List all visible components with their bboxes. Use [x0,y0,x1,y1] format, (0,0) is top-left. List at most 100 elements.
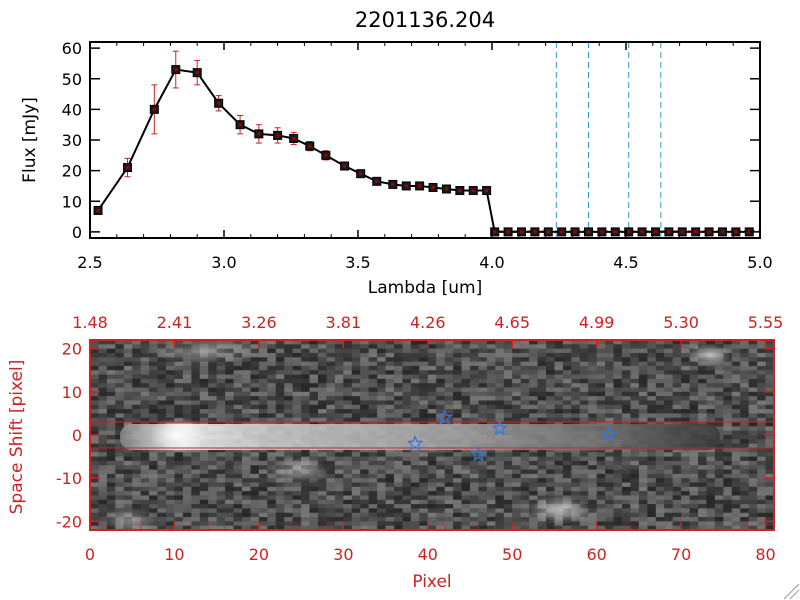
noise-cell [166,465,175,471]
noise-cell [470,391,479,397]
noise-cell [225,365,235,371]
noise-cell [216,409,226,414]
noise-cell [638,486,648,492]
noise-cell [579,469,589,475]
noise-cell [318,447,327,453]
noise-cell [208,456,218,462]
noise-cell [672,340,682,345]
noise-cell [689,525,699,530]
noise-cell [419,482,429,488]
noise-cell [419,469,429,475]
noise-cell [698,452,707,458]
noise-cell [630,521,640,527]
noise-cell [309,486,319,492]
noise-cell [208,499,218,505]
noise-cell [368,508,378,514]
noise-cell [470,378,479,384]
noise-cell [98,499,108,505]
noise-cell [394,447,403,453]
noise-cell [630,517,640,522]
noise-cell [748,478,758,483]
noise-cell [233,508,243,514]
noise-cell [191,447,201,453]
noise-cell [140,391,150,397]
noise-cell [731,478,741,483]
noise-cell [343,370,353,376]
noise-cell [655,370,665,376]
noise-cell [537,452,547,458]
noise-cell [292,504,302,509]
noise-cell [242,482,251,488]
noise-cell [275,482,285,488]
noise-cell [318,417,327,423]
noise-cell [292,391,302,397]
noise-cell [647,447,657,453]
noise-cell [436,404,446,410]
noise-cell [360,404,370,410]
noise-cell [334,469,344,475]
noise-cell [419,508,429,514]
noise-cell [275,417,285,423]
noise-cell [419,465,429,471]
noise-cell [106,452,116,458]
noise-cell [157,374,167,380]
noise-cell [208,361,218,367]
noise-cell [571,525,581,530]
noise-cell [301,486,311,492]
noise-cell [427,473,437,479]
noise-cell [394,486,403,492]
noise-cell [208,452,218,458]
noise-cell [351,413,361,419]
noise-cell [630,491,640,496]
noise-cell [250,465,260,471]
noise-cell [90,465,99,471]
noise-cell [385,504,395,509]
noise-cell [503,465,513,471]
noise-cell [106,378,116,384]
noise-cell [571,396,581,401]
noise-cell [478,491,488,496]
noise-cell [377,482,387,488]
noise-cell [706,417,716,423]
noise-cell [571,340,581,345]
noise-cell [579,460,589,466]
noise-cell [436,365,446,371]
noise-cell [453,391,463,397]
noise-cell [267,340,277,345]
noise-cell [275,352,285,358]
noise-cell [377,495,387,501]
wavelength-tick-label: 1.48 [72,313,108,332]
noise-cell [191,374,201,380]
noise-cell [478,473,488,479]
noise-cell [731,417,741,423]
noise-cell [132,417,142,423]
noise-cell [605,404,615,410]
noise-cell [267,491,277,496]
noise-cell [166,473,175,479]
noise-cell [351,417,361,423]
noise-cell [562,348,572,354]
noise-cell [326,504,336,509]
noise-cell [199,447,209,453]
noise-cell [106,465,116,471]
noise-cell [444,521,454,527]
noise-cell [436,452,446,458]
noise-cell [149,469,159,475]
noise-cell [326,357,336,363]
noise-cell [470,357,479,363]
noise-cell [622,340,631,345]
noise-cell [149,365,159,371]
noise-cell [360,508,370,514]
noise-cell [554,473,564,479]
noise-cell [318,478,327,483]
noise-cell [740,447,750,453]
noise-cell [123,469,133,475]
noise-cell [402,378,412,384]
noise-cell [292,357,302,363]
noise-cell [681,452,691,458]
noise-cell [731,439,741,445]
noise-cell [208,521,218,527]
resize-grip-icon[interactable] [783,583,800,600]
noise-cell [385,417,395,423]
noise-cell [520,409,530,414]
